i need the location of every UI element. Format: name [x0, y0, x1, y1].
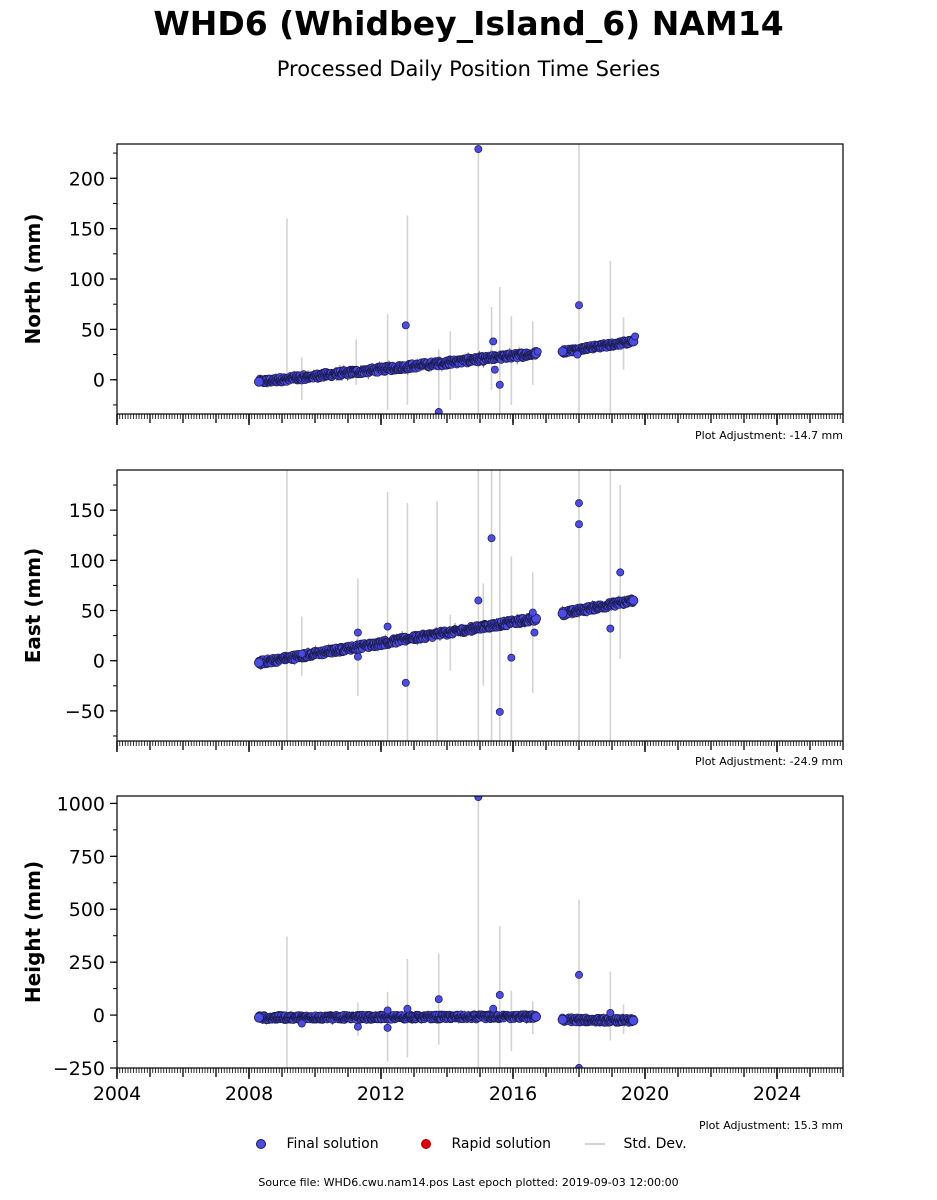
chart-title: WHD6 (Whidbey_Island_6) NAM14: [153, 4, 784, 43]
plot-frame: [116, 795, 844, 1069]
y-tick-label: 0: [93, 370, 105, 392]
outlier-point: [401, 678, 410, 687]
x-tick-label: 2016: [489, 1083, 537, 1105]
y-tick-label: 100: [69, 550, 105, 572]
outlier-point: [606, 624, 615, 633]
plot-frame: [116, 143, 844, 415]
outlier-point: [489, 1004, 498, 1013]
y-tick-label: 200: [69, 168, 105, 190]
outlier-point: [575, 301, 583, 310]
y-tick-label: 50: [81, 601, 105, 623]
chart-subtitle: Processed Daily Position Time Series: [276, 57, 661, 81]
x-tick-label: 2020: [621, 1083, 669, 1105]
outlier-point: [575, 970, 583, 979]
plot-adjustment-height: Plot Adjustment: 15.3 mm: [698, 1119, 843, 1132]
outlier-point: [434, 408, 443, 414]
outlier-point: [575, 499, 583, 508]
outlier-point: [606, 1009, 615, 1017]
legend-std: Std. Dev.: [585, 1136, 687, 1152]
x-tick-label: 2024: [753, 1083, 801, 1105]
outlier-point: [528, 608, 537, 617]
y-axis-label: Height (mm): [21, 861, 45, 1003]
legend-final: Final solution: [256, 1136, 379, 1152]
y-axis-label: East (mm): [21, 548, 45, 664]
outlier-point: [434, 995, 443, 1004]
outlier-point: [401, 321, 410, 330]
plot-frame: [116, 469, 844, 742]
outlier-point: [533, 347, 542, 356]
y-tick-label: 150: [69, 219, 105, 241]
plot-area-east: [253, 470, 639, 741]
plot-area-height: [253, 796, 639, 1068]
y-tick-label: 100: [69, 269, 105, 291]
outlier-point: [474, 796, 483, 802]
outlier-point: [297, 1019, 306, 1028]
data-point: [253, 1012, 264, 1023]
y-tick-label: 150: [69, 500, 105, 522]
data-point: [531, 1011, 541, 1022]
outlier-point: [353, 1022, 362, 1031]
outlier-point: [353, 652, 362, 661]
y-tick-label: −50: [65, 701, 105, 723]
outlier-point: [383, 622, 392, 631]
x-tick-label: 2004: [93, 1083, 141, 1105]
outlier-point: [474, 145, 483, 153]
panel-north: 0 50 100 150 200 North (mm): [21, 143, 844, 425]
std-dev-line-icon: [585, 1143, 605, 1145]
y-tick-label: −250: [53, 1058, 105, 1080]
outlier-point: [403, 1004, 412, 1013]
outlier-point: [487, 534, 496, 543]
legend-rapid: Rapid solution: [421, 1136, 551, 1152]
data-point: [557, 1014, 568, 1025]
plot-area-north: [253, 144, 640, 414]
data-point: [253, 376, 264, 387]
outlier-point: [383, 1023, 392, 1032]
y-axis-label: North (mm): [21, 213, 45, 344]
outlier-point: [530, 628, 539, 637]
outlier-point: [495, 707, 504, 716]
data-point: [628, 1015, 639, 1026]
x-tick-label: 2012: [357, 1083, 405, 1105]
data-point: [557, 608, 568, 619]
data-point: [628, 595, 639, 606]
outlier-point: [495, 380, 504, 389]
y-tick-label: 250: [69, 952, 105, 974]
outlier-point: [383, 1006, 392, 1015]
legend-final-label: Final solution: [286, 1136, 379, 1152]
outlier-point: [507, 653, 516, 662]
outlier-point: [297, 649, 306, 658]
final-solution-marker-icon: [256, 1139, 266, 1149]
source-footer: Source file: WHD6.cwu.nam14.pos Last epo…: [258, 1176, 679, 1189]
plot-adjustment-east: Plot Adjustment: -24.9 mm: [695, 755, 843, 768]
outlier-point: [489, 337, 498, 346]
y-tick-label: 0: [93, 651, 105, 673]
outlier-point: [631, 332, 640, 341]
y-tick-label: 0: [93, 1005, 105, 1027]
y-tick-label: 50: [81, 319, 105, 341]
outlier-point: [575, 1064, 583, 1068]
outlier-point: [616, 568, 625, 577]
legend-std-label: Std. Dev.: [623, 1136, 687, 1152]
panel-east: −50 0 50 100 150 East (mm): [21, 469, 844, 752]
outlier-point: [575, 520, 583, 529]
outlier-point: [353, 628, 362, 637]
data-point: [253, 657, 264, 668]
y-tick-label: 1000: [57, 793, 105, 815]
outlier-point: [490, 365, 499, 374]
y-tick-label: 750: [69, 846, 105, 868]
panel-height: −250 0 250 500 750 1000 2004 2008 2012 2016 2020 20…: [21, 793, 844, 1105]
data-point: [557, 346, 568, 357]
outlier-point: [573, 350, 582, 359]
legend-rapid-label: Rapid solution: [451, 1136, 552, 1152]
y-tick-label: 500: [69, 899, 105, 921]
plot-adjustment-north: Plot Adjustment: -14.7 mm: [695, 429, 843, 442]
outlier-point: [474, 596, 483, 605]
outlier-point: [495, 991, 504, 999]
rapid-solution-marker-icon: [421, 1139, 431, 1149]
x-tick-label: 2008: [225, 1083, 273, 1105]
